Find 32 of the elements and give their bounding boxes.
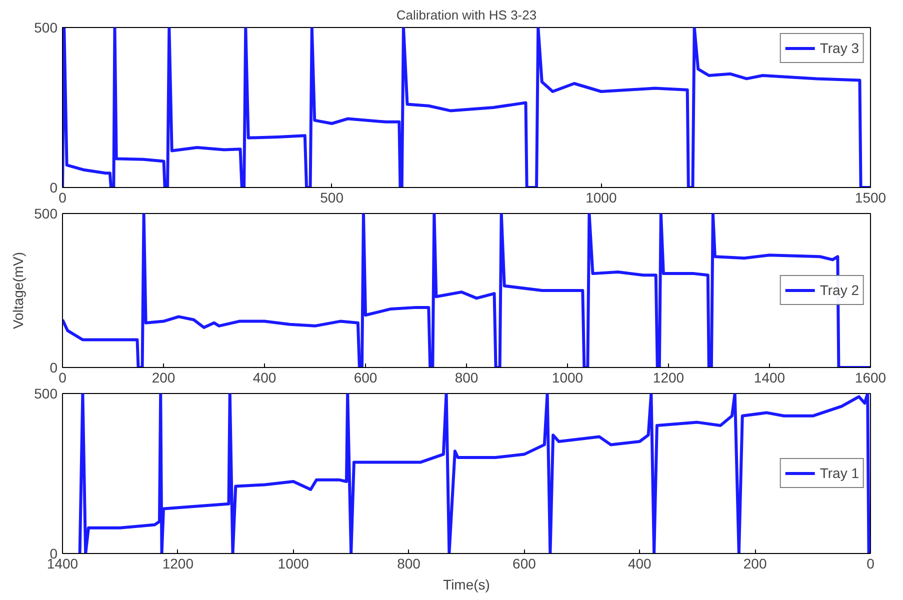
x-tick-label: 600 (512, 556, 536, 572)
x-tick-label: 600 (354, 370, 378, 386)
legend-label: Tray 1 (820, 465, 859, 481)
x-tick-label: 1400 (754, 370, 786, 386)
x-tick-label: 1000 (552, 370, 584, 386)
chart-title: Calibration with HS 3-23 (396, 8, 537, 22)
y-tick-label: 500 (34, 386, 58, 402)
x-tick-label: 1000 (586, 190, 617, 206)
y-tick-label: 0 (50, 180, 58, 196)
x-tick-label: 200 (743, 556, 767, 572)
legend-label: Tray 2 (820, 282, 859, 298)
x-tick-label: 1000 (278, 556, 310, 572)
y-tick-label: 500 (34, 20, 58, 36)
line-series (78, 394, 870, 554)
x-tick-label: 400 (628, 556, 652, 572)
x-tick-label: 0 (866, 556, 875, 572)
x-tick-label: 1200 (162, 556, 194, 572)
x-tick-label: 500 (320, 190, 344, 206)
y-tick-label: 500 (34, 206, 58, 222)
y-axis-title: Voltage(mV) (10, 252, 26, 330)
x-tick-label: 400 (252, 370, 276, 386)
y-tick-label: 0 (50, 360, 58, 376)
x-axis-title: Time(s) (443, 576, 490, 592)
x-tick-label: 800 (397, 556, 421, 572)
x-tick-label: 200 (152, 370, 176, 386)
line-series (62, 214, 870, 368)
x-tick-label: 1600 (854, 370, 886, 386)
x-tick-label: 1200 (652, 370, 684, 386)
x-tick-label: 1500 (854, 190, 886, 206)
line-series (62, 28, 870, 188)
x-tick-label: 800 (454, 370, 478, 386)
legend-label: Tray 3 (820, 40, 859, 56)
